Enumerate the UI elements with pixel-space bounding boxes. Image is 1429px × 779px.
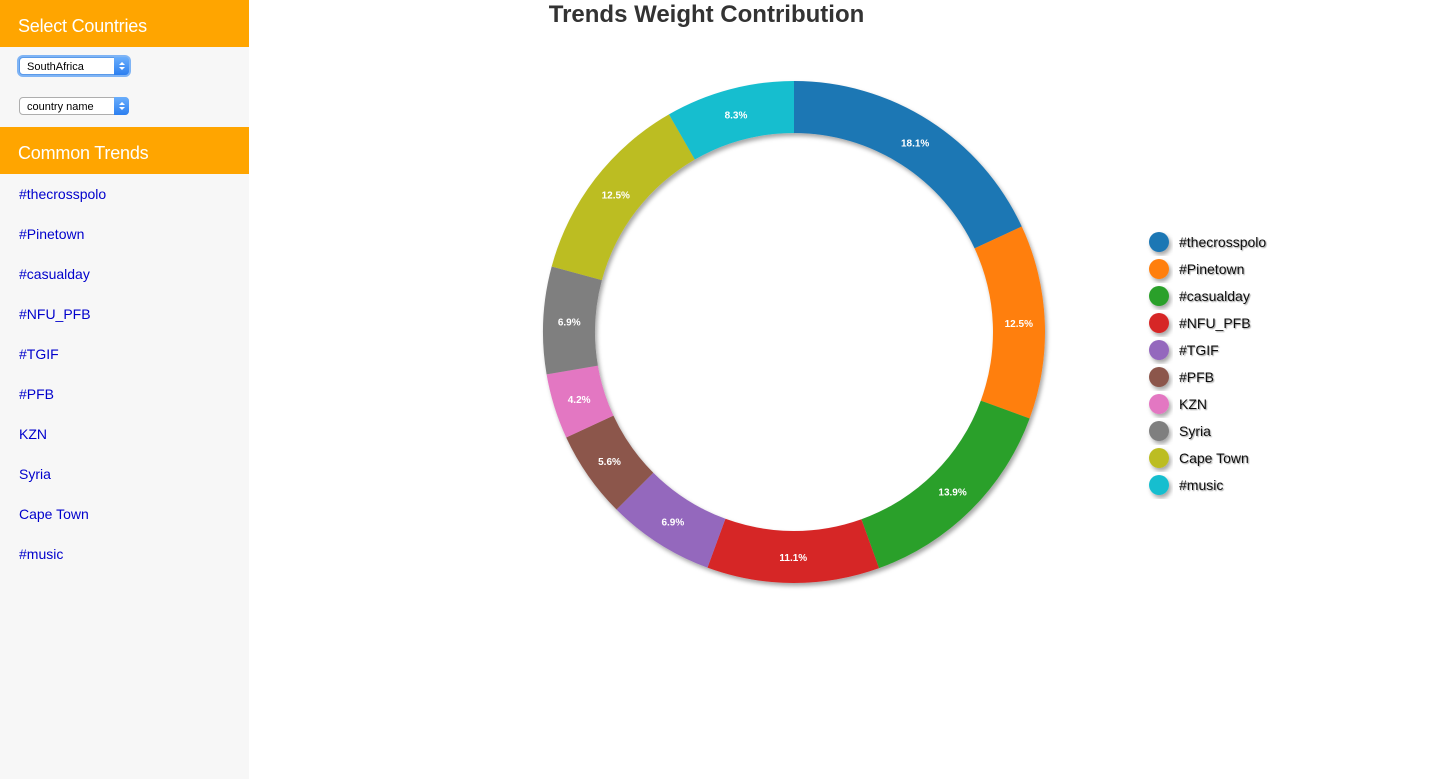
chevron-updown-icon (114, 57, 129, 75)
donut-slice-5[interactable] (616, 472, 726, 568)
chevron-updown-icon (114, 97, 129, 115)
trend-item: #music (0, 534, 249, 574)
trend-link[interactable]: #TGIF (19, 346, 59, 362)
trend-item: #thecrosspolo (0, 174, 249, 214)
legend-label[interactable]: #music (1179, 477, 1223, 493)
main-content: Trends Weight Contribution 18.1% 12.5% 13.… (249, 0, 1429, 779)
slice-percent-label: 8.3% (725, 111, 748, 122)
trend-link[interactable]: Cape Town (19, 506, 89, 522)
country-select-primary[interactable]: SouthAfrica (19, 57, 129, 75)
donut-slice-7[interactable] (546, 365, 614, 438)
sidebar: Select Countries SouthAfrica country nam… (0, 0, 249, 779)
legend-swatch (1149, 448, 1169, 468)
trend-item: #Pinetown (0, 214, 249, 254)
legend-swatch (1149, 313, 1169, 333)
trend-item: Cape Town (0, 494, 249, 534)
legend-swatch (1149, 394, 1169, 414)
donut-slice-4[interactable] (707, 518, 880, 584)
trend-list: #thecrosspolo #Pinetown #casualday #NFU_… (0, 174, 249, 574)
country-select-wrapper: SouthAfrica (0, 47, 249, 87)
trend-link[interactable]: #thecrosspolo (19, 186, 107, 202)
trend-link[interactable]: #music (19, 546, 64, 562)
trend-item: #casualday (0, 254, 249, 294)
legend-label[interactable]: #casualday (1179, 288, 1250, 304)
donut-chart: 18.1% 12.5% 13.9% 11.1% 6.9% 5.6% 4.2% 6.9% 12.5… (543, 81, 1266, 584)
legend-label[interactable]: #NFU_PFB (1179, 315, 1251, 331)
slice-percent-label: 12.5% (602, 191, 630, 202)
trend-link[interactable]: Syria (19, 466, 51, 482)
legend-label[interactable]: #PFB (1179, 369, 1214, 385)
legend-swatch (1149, 367, 1169, 387)
country-select-secondary-value: country name (27, 101, 94, 113)
donut-slice-6[interactable] (566, 415, 654, 510)
legend-label[interactable]: Syria (1179, 423, 1211, 439)
trend-item: #TGIF (0, 334, 249, 374)
slice-percent-label: 18.1% (901, 138, 929, 149)
country-select-wrapper-2: country name (0, 87, 249, 127)
slice-percent-label: 13.9% (938, 488, 966, 499)
legend-swatch (1149, 475, 1169, 495)
legend-swatch (1149, 286, 1169, 306)
slice-percent-label: 6.9% (661, 518, 684, 529)
chart-title: Trends Weight Contribution (548, 1, 865, 28)
slice-percent-label: 12.5% (1005, 319, 1033, 330)
legend-label[interactable]: #Pinetown (1179, 261, 1244, 277)
donut-slice-3[interactable] (861, 400, 1030, 569)
trend-link[interactable]: #Pinetown (19, 226, 85, 242)
legend-swatch (1149, 232, 1169, 252)
donut-slice-10[interactable] (668, 81, 794, 160)
country-select-secondary[interactable]: country name (19, 97, 129, 115)
trend-link[interactable]: #PFB (19, 386, 55, 402)
country-select-primary-value: SouthAfrica (27, 61, 84, 73)
legend-swatch (1149, 259, 1169, 279)
legend-swatch (1149, 421, 1169, 441)
legend-label[interactable]: KZN (1179, 396, 1207, 412)
trend-link[interactable]: #NFU_PFB (19, 306, 91, 322)
donut-slice-1[interactable] (794, 81, 1022, 249)
slice-percent-label: 5.6% (598, 457, 621, 468)
slice-percent-label: 4.2% (568, 395, 591, 406)
common-trends-header: Common Trends (0, 127, 249, 174)
slice-percent-label: 6.9% (558, 317, 581, 328)
trend-item: #PFB (0, 374, 249, 414)
legend-label[interactable]: #thecrosspolo (1179, 234, 1266, 250)
slice-percent-label: 11.1% (779, 553, 807, 564)
trend-link[interactable]: KZN (19, 426, 47, 442)
trend-item: #NFU_PFB (0, 294, 249, 334)
legend-swatch (1149, 340, 1169, 360)
donut-slice-9[interactable] (551, 114, 695, 281)
legend-label[interactable]: #TGIF (1179, 342, 1219, 358)
legend-label[interactable]: Cape Town (1179, 450, 1249, 466)
donut-slice-8[interactable] (543, 266, 602, 375)
trend-item: Syria (0, 454, 249, 494)
donut-slice-2[interactable] (974, 226, 1045, 419)
select-countries-header: Select Countries (0, 0, 249, 47)
trend-link[interactable]: #casualday (19, 266, 90, 282)
trend-item: KZN (0, 414, 249, 454)
